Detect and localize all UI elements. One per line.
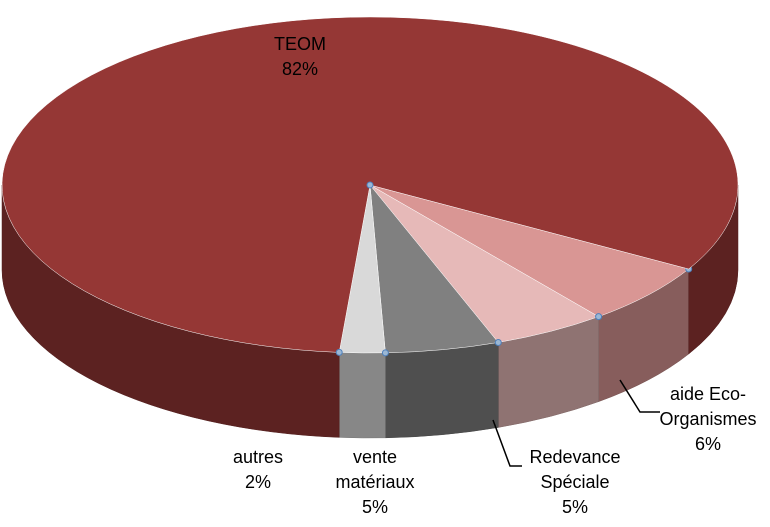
pie-side bbox=[385, 342, 499, 439]
pie-tops bbox=[1, 16, 739, 357]
data-label: Redevance Spéciale 5% bbox=[520, 445, 630, 520]
slice-handle bbox=[595, 313, 603, 321]
leader-line bbox=[619, 379, 660, 413]
slice-handle bbox=[335, 348, 343, 356]
label-name: Redevance Spéciale bbox=[529, 447, 621, 492]
slice-handle bbox=[494, 338, 502, 346]
center-handle bbox=[366, 181, 374, 189]
data-label: TEOM 82% bbox=[260, 32, 340, 82]
label-value: 82% bbox=[281, 59, 319, 79]
slice-handle bbox=[381, 349, 389, 357]
label-name: autres bbox=[232, 447, 284, 467]
data-label: autres 2% bbox=[228, 445, 288, 495]
label-value: 5% bbox=[561, 497, 588, 517]
label-value: 2% bbox=[244, 472, 271, 492]
pie-side bbox=[338, 352, 386, 439]
leader-line bbox=[492, 419, 522, 467]
data-label: aide Eco-Organismes 6% bbox=[648, 382, 768, 457]
label-value: 5% bbox=[361, 497, 388, 517]
label-value: 6% bbox=[694, 434, 721, 454]
label-name: vente matériaux bbox=[335, 447, 415, 492]
label-name: TEOM bbox=[274, 34, 326, 54]
data-label: vente matériaux 5% bbox=[325, 445, 425, 520]
label-name: aide Eco-Organismes bbox=[659, 384, 757, 429]
